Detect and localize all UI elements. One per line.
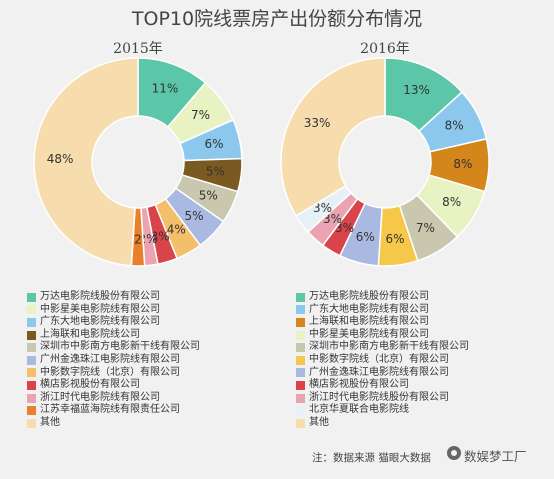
slice-label-1-10: 33% (304, 116, 331, 130)
legend-item-0-0: 万达电影院线股份有限公司 (27, 291, 200, 304)
legend-swatch (296, 355, 305, 365)
legend-label: 横店影视股份有限公司 (309, 379, 409, 391)
legend-label: 中影星美电影院线有限公司 (309, 328, 429, 340)
legend-2016: 万达电影院线股份有限公司 广东大地电影院线有限公司 上海联和电影院线有限公司 中影星美… (296, 291, 469, 430)
legend-item-1-6: 广州金逸珠江电影院线有限公司 (296, 367, 469, 380)
legend-item-0-9: 江苏幸福蓝海院线有限责任公司 (27, 404, 200, 417)
slice-label-0-5: 5% (185, 209, 204, 223)
slice-label-0-2: 6% (205, 137, 224, 151)
legend-swatch (27, 343, 36, 353)
slice-label-0-1: 7% (191, 108, 210, 122)
legend-item-1-0: 万达电影院线股份有限公司 (296, 291, 469, 304)
legend-item-0-2: 广东大地电影院线有限公司 (27, 316, 200, 329)
slice-label-1-6: 6% (356, 230, 375, 244)
legend-2015: 万达电影院线股份有限公司 中影星美电影院线有限公司 广东大地电影院线有限公司 上海联和… (27, 291, 200, 430)
legend-item-1-7: 横店影视股份有限公司 (296, 379, 469, 392)
legend-swatch (296, 343, 305, 353)
slice-label-0-4: 5% (199, 188, 218, 202)
legend-item-1-9: 北京华夏联合电影院线 (296, 404, 469, 417)
legend-label: 北京华夏联合电影院线 (309, 404, 409, 416)
slice-label-1-1: 8% (445, 118, 464, 132)
legend-label: 上海联和电影院线有限公司 (309, 316, 429, 328)
slice-label-1-3: 8% (442, 195, 461, 209)
slice-label-1-2: 8% (453, 157, 472, 171)
legend-swatch (296, 380, 305, 390)
legend-label: 中影数字院线（北京）有限公司 (309, 353, 449, 365)
legend-label: 深圳市中影南方电影新干线有限公司 (309, 341, 469, 353)
slice-0-10 (33, 57, 139, 267)
legend-swatch (27, 305, 36, 315)
slice-label-0-3: 5% (206, 164, 225, 178)
chart-2016-title: 2016年 (360, 41, 410, 57)
legend-item-1-8: 浙江时代电影院线股份有限公司 (296, 392, 469, 405)
legend-item-0-4: 深圳市中影南方电影新干线有限公司 (27, 341, 200, 354)
slice-1-10 (280, 57, 386, 217)
legend-swatch (27, 292, 36, 302)
slice-label-1-5: 6% (385, 232, 404, 246)
legend-label: 广州金逸珠江电影院线有限公司 (309, 366, 449, 378)
slice-label-0-0: 11% (152, 81, 179, 95)
legend-item-0-6: 中影数字院线（北京）有限公司 (27, 367, 200, 380)
legend-item-0-5: 广州金逸珠江电影院线有限公司 (27, 354, 200, 367)
legend-label: 江苏幸福蓝海院线有限责任公司 (40, 404, 180, 416)
legend-item-1-2: 上海联和电影院线有限公司 (296, 316, 469, 329)
slice-label-0-9: 2 (134, 233, 142, 247)
slice-label-0-6: 4% (167, 222, 186, 236)
slice-label-0-10: 48% (47, 152, 74, 166)
source-note: 注：数据来源 猫眼大数据 (312, 452, 431, 464)
slice-label-0-7: 3% (151, 229, 170, 243)
legend-swatch (27, 317, 36, 327)
slice-label-1-9: 3% (313, 201, 332, 215)
legend-swatch (296, 330, 305, 340)
legend-swatch (27, 330, 36, 340)
slice-label-1-7: 3% (335, 221, 354, 235)
legend-swatch (27, 418, 36, 428)
legend-item-1-5: 中影数字院线（北京）有限公司 (296, 354, 469, 367)
legend-swatch (27, 380, 36, 390)
legend-swatch (296, 393, 305, 403)
legend-label: 广州金逸珠江电影院线有限公司 (40, 353, 180, 365)
legend-label: 横店影视股份有限公司 (40, 379, 140, 391)
slice-label-1-4: 7% (416, 221, 435, 235)
slice-label-1-8: 3% (323, 212, 342, 226)
brand-name: 数娱梦工厂 (464, 449, 527, 464)
legend-label: 浙江时代电影院线有限公司 (40, 391, 160, 403)
legend-label: 中影星美电影院线有限公司 (40, 303, 160, 315)
chart-2015-title: 2015年 (113, 41, 163, 57)
chart-title: TOP10院线票房产出份额分布情况 (131, 8, 423, 30)
legend-item-0-8: 浙江时代电影院线有限公司 (27, 392, 200, 405)
legend-item-1-4: 深圳市中影南方电影新干线有限公司 (296, 341, 469, 354)
legend-item-0-3: 上海联和电影院线公司 (27, 329, 200, 342)
brand-logo-icon (447, 446, 461, 460)
legend-item-1-1: 广东大地电影院线有限公司 (296, 304, 469, 317)
legend-swatch (296, 418, 305, 428)
slice-label-1-0: 13% (403, 83, 430, 97)
legend-swatch (296, 305, 305, 315)
legend-item-0-7: 横店影视股份有限公司 (27, 379, 200, 392)
legend-label: 其他 (309, 416, 329, 428)
legend-label: 中影数字院线（北京）有限公司 (40, 366, 180, 378)
legend-swatch (27, 393, 36, 403)
legend-swatch (296, 368, 305, 378)
legend-swatch (296, 317, 305, 327)
legend-label: 广东大地电影院线有限公司 (40, 316, 160, 328)
legend-label: 广东大地电影院线有限公司 (309, 303, 429, 315)
legend-swatch (27, 368, 36, 378)
legend-label: 深圳市中影南方电影新干线有限公司 (40, 341, 200, 353)
legend-item-1-3: 中影星美电影院线有限公司 (296, 329, 469, 342)
legend-label: 上海联和电影院线公司 (40, 328, 140, 340)
legend-label: 其他 (40, 416, 60, 428)
legend-swatch (27, 406, 36, 416)
legend-label: 浙江时代电影院线股份有限公司 (309, 391, 449, 403)
legend-item-1-10: 其他 (296, 417, 469, 430)
legend-label: 万达电影院线股份有限公司 (40, 291, 160, 302)
legend-label: 万达电影院线股份有限公司 (309, 291, 429, 302)
legend-item-0-10: 其他 (27, 417, 200, 430)
legend-swatch (296, 292, 305, 302)
legend-swatch (296, 406, 305, 416)
legend-swatch (27, 355, 36, 365)
legend-item-0-1: 中影星美电影院线有限公司 (27, 304, 200, 317)
